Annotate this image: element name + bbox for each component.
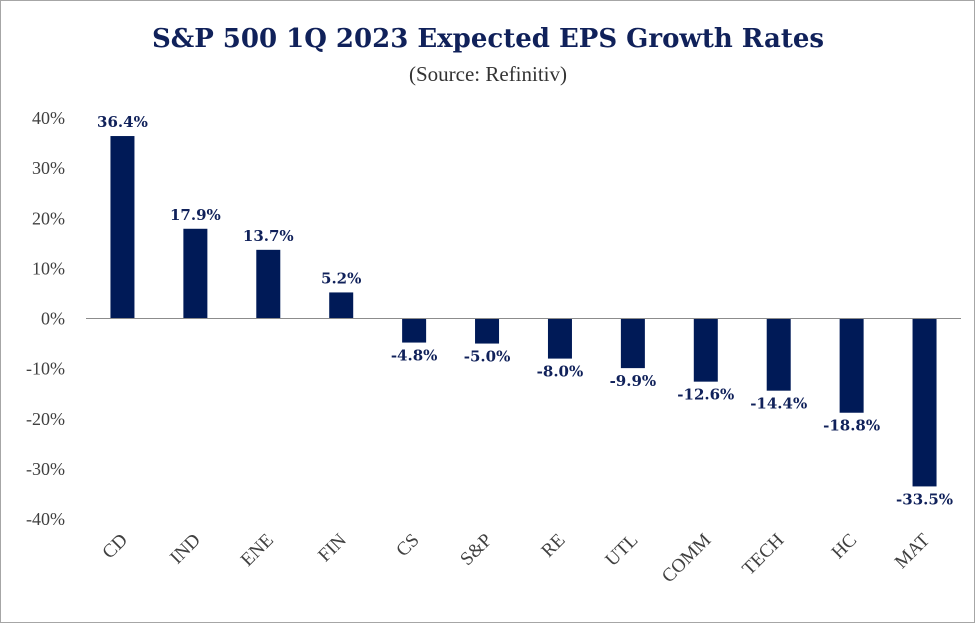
bar-hc xyxy=(839,318,864,413)
y-axis: 40% 30% 20% 10% 0% -10% -20% -30% -40% xyxy=(26,108,65,529)
bar-ene xyxy=(256,249,281,319)
bars xyxy=(110,136,937,487)
bar-tech xyxy=(766,318,791,391)
bar-re xyxy=(547,318,572,359)
data-label: -14.4% xyxy=(750,395,807,413)
data-label: -9.9% xyxy=(610,372,657,390)
x-tick-label: IND xyxy=(166,530,205,569)
data-label: 36.4% xyxy=(97,113,148,131)
data-label: -8.0% xyxy=(537,363,584,381)
data-label: -12.6% xyxy=(677,386,734,404)
data-label: 5.2% xyxy=(321,269,361,287)
bar-fin xyxy=(329,292,354,319)
y-tick-label: 30% xyxy=(32,158,65,178)
y-tick-label: 10% xyxy=(32,258,65,278)
data-label: 13.7% xyxy=(243,227,294,245)
bar-mat xyxy=(912,318,937,487)
x-tick-label: ENE xyxy=(237,530,278,571)
bar-ind xyxy=(183,228,208,319)
x-tick-label: COMM xyxy=(658,530,715,587)
x-tick-label: CS xyxy=(392,530,423,561)
bar-cs xyxy=(402,318,427,343)
chart-title: S&P 500 1Q 2023 Expected EPS Growth Rate… xyxy=(152,24,824,54)
x-tick-label: MAT xyxy=(891,529,934,572)
y-tick-label: 40% xyxy=(32,108,65,128)
x-tick-label: S&P xyxy=(456,530,496,570)
data-label: -18.8% xyxy=(823,417,880,435)
x-tick-label: RE xyxy=(537,530,569,562)
y-tick-label: -30% xyxy=(26,459,65,479)
data-label: -5.0% xyxy=(464,348,511,366)
y-tick-label: 20% xyxy=(32,208,65,228)
x-tick-label: TECH xyxy=(738,529,788,579)
data-label: -33.5% xyxy=(896,490,953,508)
y-tick-label: -10% xyxy=(26,359,65,379)
bar-utl xyxy=(620,318,645,369)
y-tick-label: -40% xyxy=(26,509,65,529)
x-tick-label: UTL xyxy=(601,530,642,571)
x-tick-label: CD xyxy=(98,530,132,564)
data-label: -4.8% xyxy=(391,347,438,365)
x-tick-label: HC xyxy=(828,530,862,564)
bar-comm xyxy=(693,318,718,382)
data-label: 17.9% xyxy=(170,206,221,224)
bar-cd xyxy=(110,136,135,319)
x-tick-label: FIN xyxy=(314,529,351,566)
chart-subtitle: (Source: Refinitiv) xyxy=(409,62,567,86)
y-tick-label: 0% xyxy=(41,309,65,329)
y-tick-label: -20% xyxy=(26,409,65,429)
bar-sp xyxy=(475,318,500,344)
data-labels: 36.4% 17.9% 13.7% 5.2% -4.8% -5.0% -8.0% -9.9% -… xyxy=(97,113,953,508)
x-axis: CD IND ENE FIN CS S&P RE UTL COMM TECH HC MAT xyxy=(98,529,934,587)
